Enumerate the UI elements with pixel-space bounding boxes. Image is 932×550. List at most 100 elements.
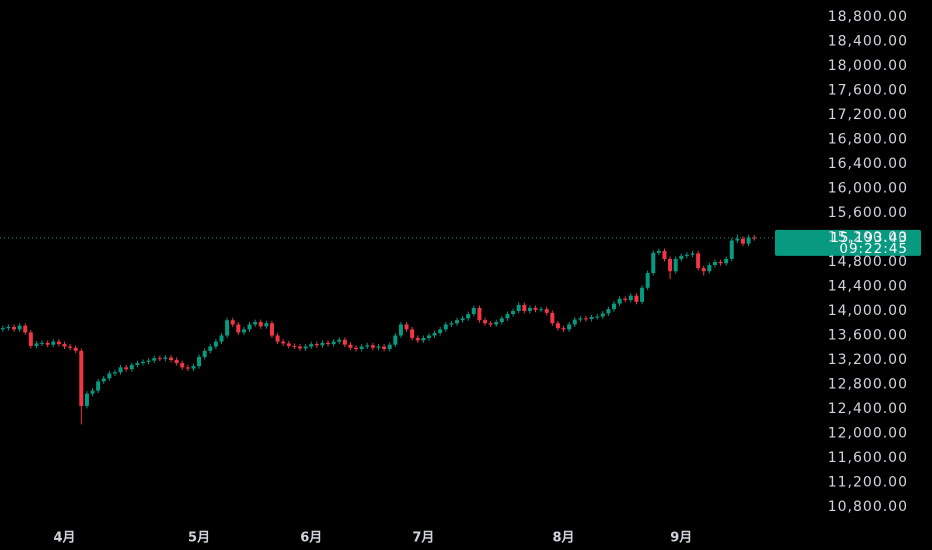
y-tick-label: 15,600.00 [828,205,908,221]
candle-body [561,328,566,330]
candle-body [712,262,717,266]
candle-body [612,303,617,310]
candle-body [213,341,218,347]
candle-body [79,350,84,406]
last-price-label: 15,193.43 [830,230,908,246]
candle-body [230,320,235,325]
candle-body [275,335,280,342]
candle-body [197,356,202,367]
candle-body [567,324,572,330]
y-tick-label: 14,800.00 [828,254,908,270]
candle-body [499,318,504,323]
candle-body [533,307,538,310]
candle-body [455,320,460,324]
x-tick-label: 9月 [670,531,692,546]
candle-body [225,320,230,336]
y-tick-label: 10,800.00 [828,499,908,515]
candle-body [426,335,431,338]
candle-body [348,344,353,348]
candle-body [460,318,465,321]
x-tick-label: 8月 [553,531,575,546]
y-tick-label: 18,800.00 [828,9,908,25]
candle-body [640,287,645,302]
candle-body [129,364,134,370]
y-tick-label: 14,000.00 [828,303,908,319]
candle-body [684,254,689,256]
y-tick-label: 13,200.00 [828,352,908,368]
candle-body [645,273,650,288]
candle-body [449,323,454,325]
candle-body [286,343,291,346]
candle-body [600,313,605,317]
candle-body [247,324,252,330]
candle-body [354,347,359,349]
candle-body [550,312,555,324]
candle-body [253,322,258,325]
candle-body [511,311,516,315]
candle-body [191,366,196,369]
candle-body [595,316,600,318]
candle-body [118,367,123,373]
candle-body [415,337,420,341]
candle-body [438,329,443,334]
candle-body [746,237,751,244]
candle-body [516,304,521,312]
candle-body [724,258,729,264]
candle-body [12,326,17,330]
candle-body [185,367,190,369]
candle-body [483,320,488,324]
candle-body [202,350,207,357]
candle-body [572,319,577,325]
y-tick-label: 12,800.00 [828,377,908,393]
candle-body [477,307,482,321]
candle-body [135,363,140,365]
y-tick-label: 12,000.00 [828,425,908,441]
candle-body [735,238,740,241]
candle-body [258,322,263,327]
candle-body [28,332,33,346]
candle-body [264,323,269,327]
candle-body [73,347,78,351]
candle-body [6,326,11,329]
candle-body [398,324,403,336]
y-tick-label: 11,200.00 [828,474,908,490]
candle-body [337,339,342,342]
y-tick-label: 15,200.00 [828,230,908,246]
candle-body [656,250,661,253]
candle-body [320,342,325,346]
candle-body [208,346,213,351]
last-price-box [775,229,921,256]
candle-body [718,262,723,264]
candle-body [303,346,308,349]
candle-body [696,253,701,269]
candle-body [146,360,151,362]
candle-body [628,295,633,300]
candle-body [0,328,5,330]
candle-body [359,346,364,349]
candle-body [393,335,398,345]
candle-body [505,314,510,319]
y-tick-label: 11,600.00 [828,450,908,466]
candle-body [443,324,448,330]
candle-body [342,339,347,345]
y-tick-label: 12,400.00 [828,401,908,417]
candle-body [471,307,476,315]
y-tick-label: 18,000.00 [828,58,908,74]
candle-body [673,258,678,272]
candle-body [527,307,532,312]
candle-body [101,378,106,382]
candle-body [522,304,527,312]
candle-body [623,298,628,300]
candle-body [23,325,28,333]
candle-body [90,390,95,394]
candle-body [292,345,297,347]
candle-body [152,358,157,361]
candle-body [707,265,712,272]
candle-body [662,250,667,259]
candle-body [174,360,179,364]
candle-body [124,367,129,370]
candle-body [488,323,493,325]
candle-body [17,325,22,330]
candle-body [236,324,241,333]
